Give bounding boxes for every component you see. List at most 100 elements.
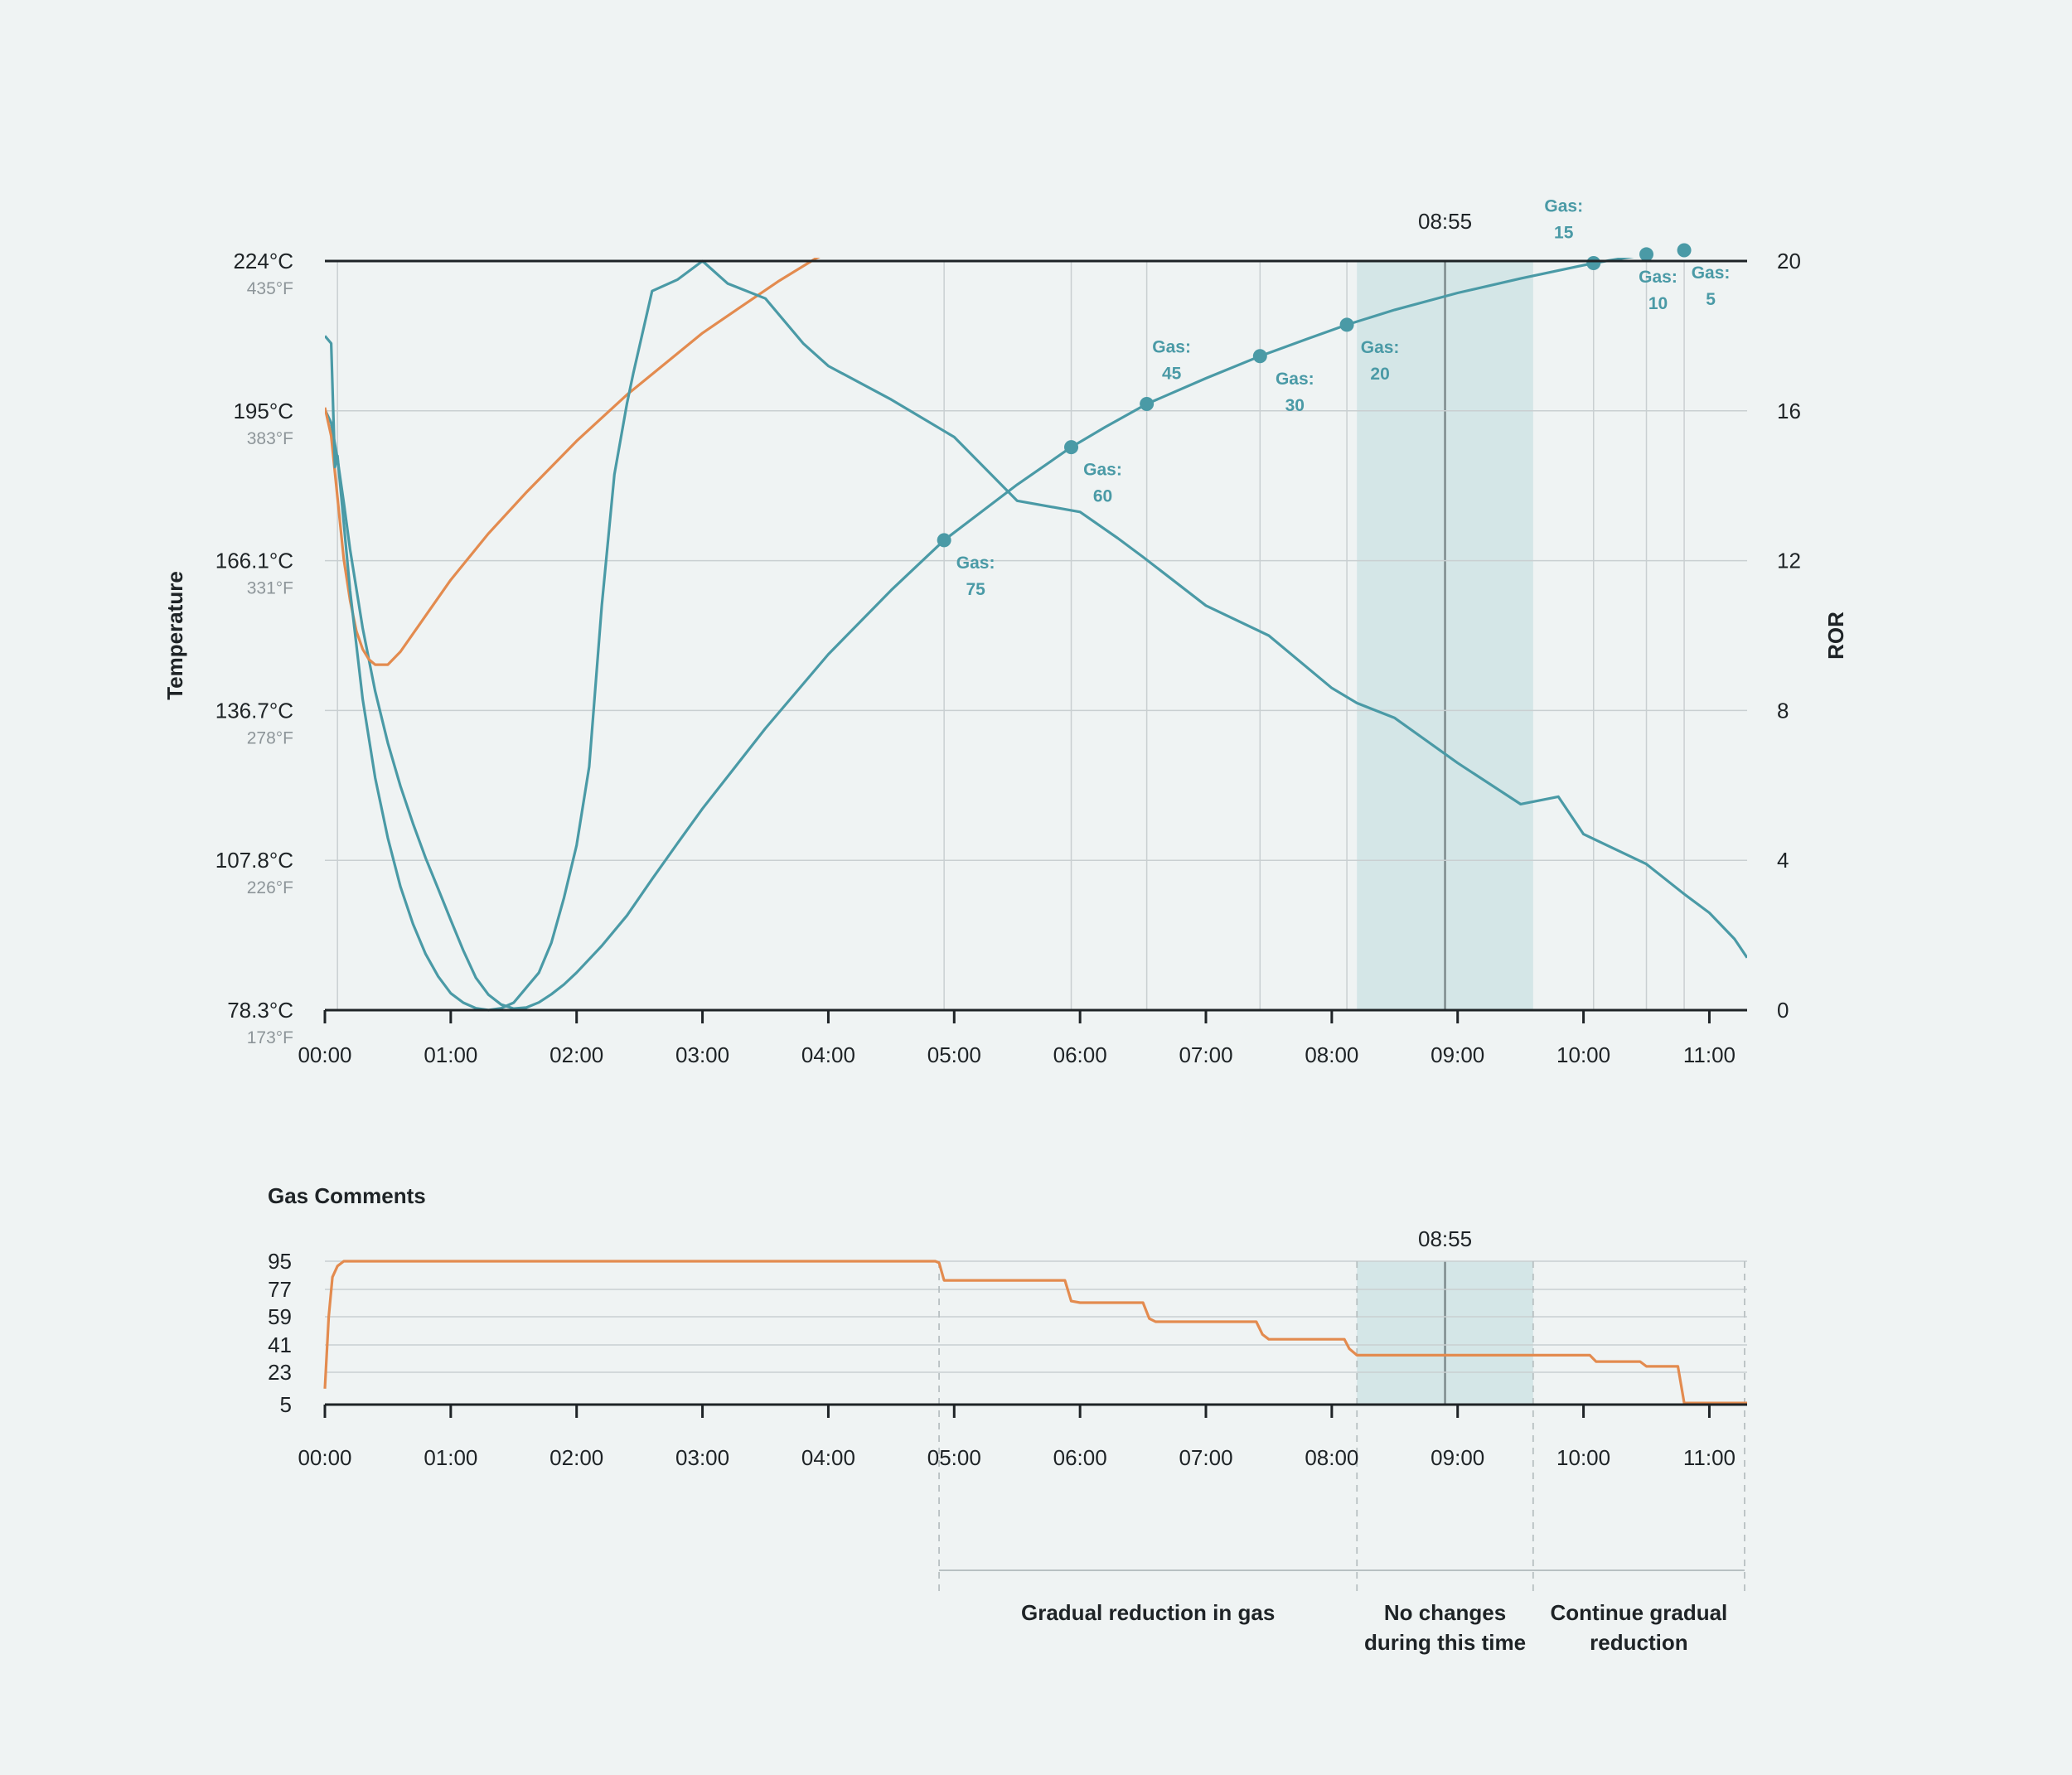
gas-point-label: Gas: — [1361, 338, 1400, 357]
temperature-tick-celsius: 166.1°C — [215, 549, 293, 573]
phase-annotations: Gradual reduction in gas No changes during… — [939, 1569, 1745, 1655]
x-tick-label: 02:00 — [549, 1042, 603, 1067]
gas-chart-title: Gas Comments — [268, 1183, 426, 1208]
annotation-dashed-lines — [938, 1261, 1745, 1591]
highlight-time-label: 08:55 — [1418, 209, 1472, 234]
temperature-tick-fahrenheit: 173°F — [247, 1028, 293, 1047]
gas-point-value: 5 — [1706, 290, 1716, 309]
annotation-gradual-text: Gradual reduction in gas — [1021, 1600, 1275, 1625]
gas-time-tick-labels: 00:00 01:00 02:00 03:00 04:00 05:00 06:00 07:00… — [298, 1405, 1736, 1470]
temperature-axis-title: Temperature — [162, 571, 187, 700]
ror-tick-label: 8 — [1777, 698, 1789, 723]
annotation-continue-text: reduction — [1590, 1630, 1687, 1655]
gas-point-label: Gas: — [1639, 268, 1677, 287]
gas-x-tick-label: 11:00 — [1683, 1445, 1736, 1470]
gas-point-value: 20 — [1370, 365, 1389, 384]
temperature-tick-celsius: 195°C — [233, 399, 293, 423]
gas-x-tick-label: 10:00 — [1556, 1445, 1610, 1470]
gas-x-tick-label: 09:00 — [1431, 1445, 1484, 1470]
temperature-tick-celsius: 224°C — [233, 249, 293, 273]
gas-x-tick-label: 05:00 — [927, 1445, 981, 1470]
gas-point-marker — [1339, 317, 1354, 332]
temperature-tick-labels: 224°C 435°F 195°C 383°F 166.1°C 331°F 136.7°C 2… — [215, 249, 293, 1047]
highlight-band — [1357, 261, 1533, 1010]
gas-tick-label: 5 — [280, 1392, 292, 1417]
ror-tick-label: 12 — [1777, 549, 1801, 573]
gas-tick-label: 23 — [268, 1360, 292, 1385]
gas-line — [323, 1260, 1747, 1405]
bean_temp-line — [325, 258, 1634, 1010]
gas-point-marker — [1252, 349, 1267, 364]
gas-x-tick-label: 06:00 — [1053, 1445, 1107, 1470]
gas-point-label: Gas: — [1152, 337, 1191, 356]
temperature-tick-fahrenheit: 383°F — [247, 429, 293, 448]
ror-tick-label: 20 — [1777, 249, 1801, 273]
gas-tick-label: 95 — [268, 1249, 292, 1274]
gas-point-value: 60 — [1093, 487, 1112, 506]
gas-point-value: 30 — [1285, 396, 1305, 415]
annotation-nochange-text: No changes — [1384, 1600, 1506, 1625]
gas-point-label: Gas: — [1083, 461, 1122, 480]
ror-tick-labels: 20 16 12 8 4 0 — [1777, 249, 1801, 1023]
temperature-tick-celsius: 136.7°C — [215, 698, 293, 723]
ror-tick-label: 4 — [1777, 848, 1789, 873]
x-tick-label: 01:00 — [424, 1042, 477, 1067]
temperature-tick-fahrenheit: 435°F — [247, 279, 293, 298]
gas-point-marker — [1140, 396, 1155, 411]
gas-point-label: Gas: — [1544, 196, 1583, 215]
gas-point-marker — [1677, 243, 1692, 258]
annotation-nochange-text: during this time — [1364, 1630, 1526, 1655]
temperature-tick-celsius: 107.8°C — [215, 848, 293, 873]
gas-point-label: Gas: — [1276, 370, 1314, 389]
gas-point-label: Gas: — [956, 554, 995, 573]
gas-highlight-band — [1357, 1261, 1533, 1405]
gas-x-tick-label: 00:00 — [298, 1445, 351, 1470]
roast-series — [325, 258, 1747, 1012]
x-tick-label: 09:00 — [1431, 1042, 1484, 1067]
x-tick-label: 11:00 — [1683, 1042, 1736, 1067]
gas-point-marker — [937, 533, 951, 548]
x-tick-label: 03:00 — [675, 1042, 729, 1067]
gas-x-tick-label: 01:00 — [424, 1445, 477, 1470]
gas-x-tick-label: 04:00 — [801, 1445, 855, 1470]
gas-change-gridlines — [336, 261, 1685, 1010]
ror-tick-label: 0 — [1777, 998, 1789, 1023]
x-tick-label: 08:00 — [1305, 1042, 1358, 1067]
gas-tick-label: 77 — [268, 1277, 292, 1302]
time-tick-labels: 00:00 01:00 02:00 03:00 04:00 05:00 06:00 07:00… — [298, 1010, 1736, 1067]
gas-point-marker — [1064, 440, 1079, 455]
env_temp-line — [325, 258, 821, 666]
gas-x-tick-label: 02:00 — [549, 1445, 603, 1470]
gas-point-value: 10 — [1648, 294, 1668, 313]
gas-x-tick-label: 03:00 — [675, 1445, 729, 1470]
ror-axis-title: ROR — [1823, 612, 1848, 660]
gas-point-marker — [1586, 255, 1601, 270]
temperature-tick-celsius: 78.3°C — [227, 998, 293, 1023]
annotation-continue-text: Continue gradual — [1551, 1600, 1728, 1625]
x-tick-label: 10:00 — [1556, 1042, 1610, 1067]
ror-line — [325, 259, 1747, 1012]
gas-point-marker — [1639, 247, 1654, 262]
gas-highlight-time-label: 08:55 — [1418, 1226, 1472, 1251]
gas-tick-label: 41 — [268, 1332, 292, 1357]
temperature-tick-fahrenheit: 226°F — [247, 878, 293, 897]
x-tick-label: 06:00 — [1053, 1042, 1107, 1067]
gas-point-value: 45 — [1162, 364, 1182, 383]
roast-axes — [325, 259, 1747, 1012]
gas-x-tick-label: 08:00 — [1305, 1445, 1358, 1470]
gas-point-value: 15 — [1554, 223, 1574, 242]
temperature-tick-fahrenheit: 278°F — [247, 728, 293, 747]
x-tick-label: 07:00 — [1179, 1042, 1232, 1067]
x-tick-label: 00:00 — [298, 1042, 351, 1067]
x-tick-label: 04:00 — [801, 1042, 855, 1067]
x-tick-label: 05:00 — [927, 1042, 981, 1067]
gas-point-value: 75 — [966, 580, 985, 599]
gas-x-tick-label: 07:00 — [1179, 1445, 1232, 1470]
gas-point-label: Gas: — [1692, 264, 1731, 283]
temperature-tick-fahrenheit: 331°F — [247, 579, 293, 598]
gas-tick-label: 59 — [268, 1304, 292, 1329]
